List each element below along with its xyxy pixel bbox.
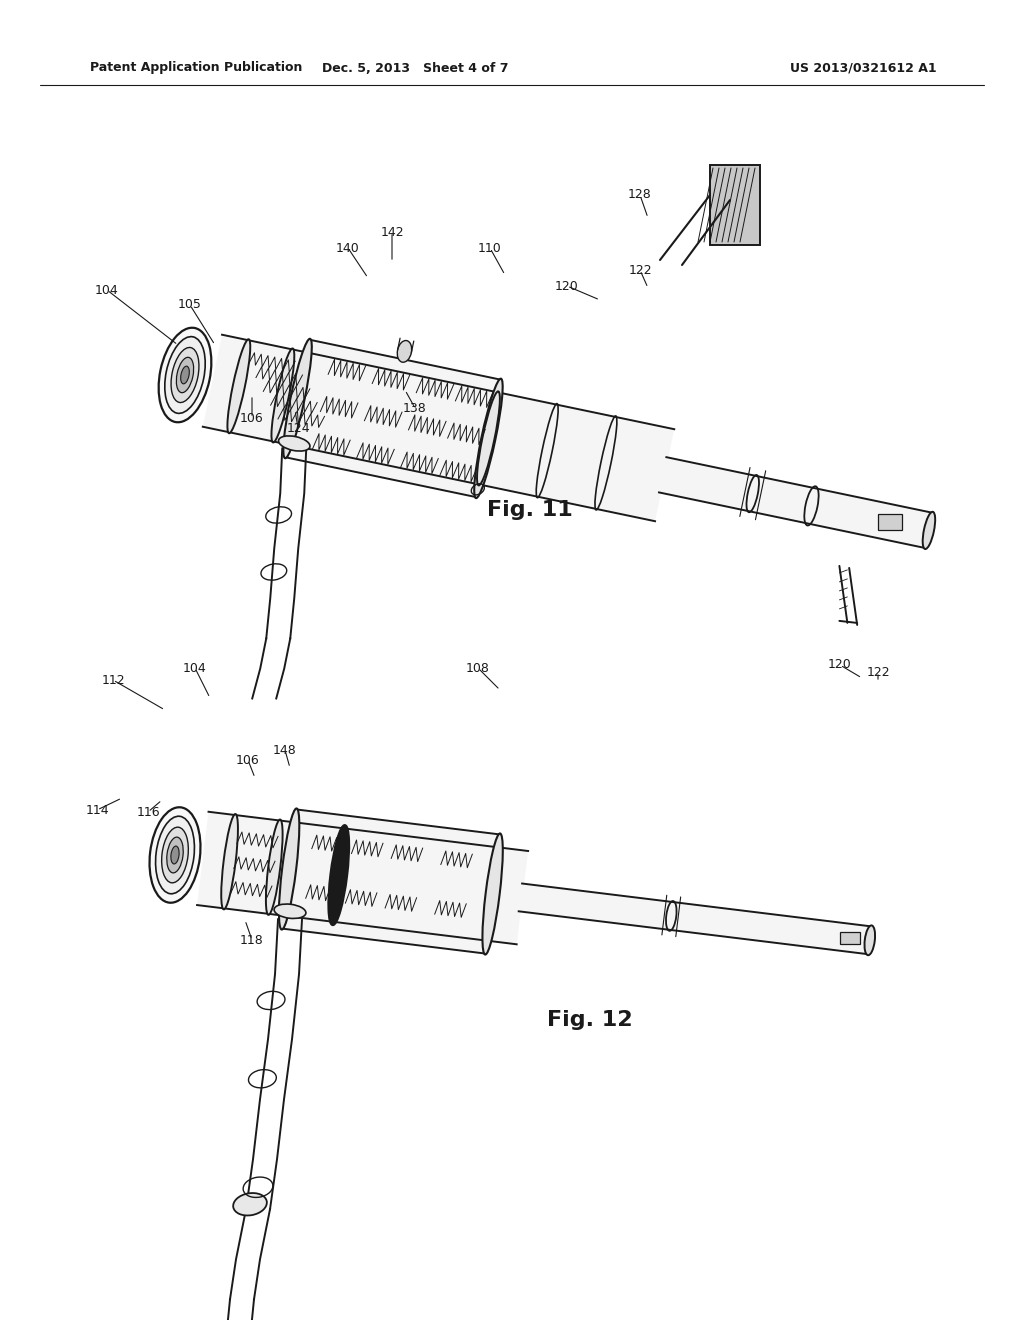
Ellipse shape (271, 348, 294, 442)
Ellipse shape (162, 828, 188, 883)
Text: 128: 128 (628, 189, 652, 202)
Ellipse shape (227, 339, 250, 433)
Text: 112: 112 (101, 673, 125, 686)
Text: 106: 106 (240, 412, 264, 425)
Polygon shape (197, 812, 528, 944)
Text: 118: 118 (240, 933, 264, 946)
Ellipse shape (474, 379, 503, 498)
Ellipse shape (266, 820, 283, 915)
Text: 142: 142 (380, 226, 403, 239)
Ellipse shape (274, 904, 306, 919)
Ellipse shape (279, 808, 299, 929)
Text: 104: 104 (183, 661, 207, 675)
Text: 124: 124 (286, 421, 310, 434)
Ellipse shape (165, 337, 205, 413)
Text: Patent Application Publication: Patent Application Publication (90, 62, 302, 74)
Text: 116: 116 (136, 805, 160, 818)
Ellipse shape (397, 341, 412, 362)
Ellipse shape (171, 846, 179, 865)
Ellipse shape (159, 327, 211, 422)
Text: 148: 148 (273, 743, 297, 756)
Text: 106: 106 (237, 754, 260, 767)
Text: Fig. 12: Fig. 12 (547, 1010, 633, 1030)
Text: 105: 105 (178, 298, 202, 312)
Polygon shape (659, 457, 933, 548)
Ellipse shape (221, 814, 238, 909)
Polygon shape (203, 335, 674, 521)
Text: Fig. 11: Fig. 11 (487, 500, 572, 520)
Ellipse shape (171, 347, 199, 403)
Polygon shape (878, 515, 902, 531)
Ellipse shape (482, 833, 503, 954)
Polygon shape (286, 339, 501, 498)
Text: 104: 104 (95, 284, 119, 297)
Text: 114: 114 (85, 804, 109, 817)
Polygon shape (519, 883, 871, 954)
Polygon shape (840, 932, 860, 944)
Ellipse shape (167, 837, 183, 873)
Ellipse shape (284, 339, 311, 458)
Text: 110: 110 (478, 242, 502, 255)
Text: 122: 122 (628, 264, 652, 276)
Text: 108: 108 (466, 661, 489, 675)
Text: US 2013/0321612 A1: US 2013/0321612 A1 (790, 62, 937, 74)
Ellipse shape (150, 808, 201, 903)
Ellipse shape (329, 825, 349, 925)
Text: 140: 140 (336, 242, 359, 255)
Ellipse shape (156, 816, 195, 894)
Text: Dec. 5, 2013   Sheet 4 of 7: Dec. 5, 2013 Sheet 4 of 7 (322, 62, 508, 74)
Ellipse shape (233, 1193, 267, 1216)
Text: 122: 122 (866, 665, 890, 678)
Text: 138: 138 (403, 401, 427, 414)
Text: 120: 120 (828, 659, 852, 672)
Ellipse shape (176, 358, 194, 392)
Polygon shape (282, 809, 500, 953)
Ellipse shape (477, 392, 500, 486)
Ellipse shape (180, 366, 189, 384)
Polygon shape (710, 165, 760, 246)
Ellipse shape (279, 436, 310, 451)
Ellipse shape (923, 512, 935, 549)
Ellipse shape (864, 925, 876, 956)
Text: 120: 120 (555, 280, 579, 293)
